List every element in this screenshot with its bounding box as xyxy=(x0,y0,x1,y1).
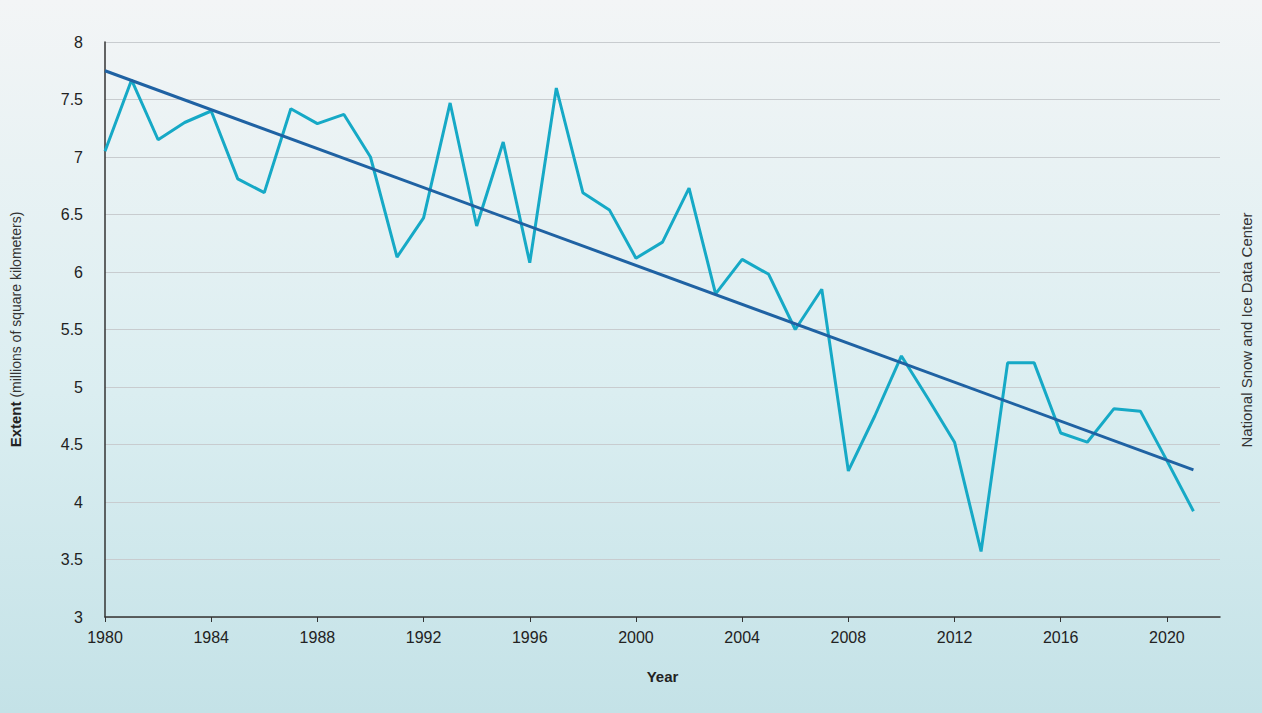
svg-text:8: 8 xyxy=(74,34,83,51)
svg-text:2012: 2012 xyxy=(937,629,973,646)
svg-text:6.5: 6.5 xyxy=(61,206,83,223)
svg-text:4.5: 4.5 xyxy=(61,436,83,453)
svg-text:1984: 1984 xyxy=(193,629,229,646)
svg-text:2000: 2000 xyxy=(618,629,654,646)
svg-text:(millions of square kilometers: (millions of square kilometers) xyxy=(8,212,24,402)
svg-text:7: 7 xyxy=(74,149,83,166)
svg-text:7.5: 7.5 xyxy=(61,91,83,108)
svg-text:2004: 2004 xyxy=(724,629,760,646)
svg-text:National Snow and Ice Data Cen: National Snow and Ice Data Center xyxy=(1238,212,1255,447)
svg-text:1992: 1992 xyxy=(406,629,442,646)
svg-text:1988: 1988 xyxy=(300,629,336,646)
svg-text:5.5: 5.5 xyxy=(61,321,83,338)
svg-text:Extent: Extent xyxy=(7,401,24,447)
svg-text:2008: 2008 xyxy=(831,629,867,646)
svg-text:1996: 1996 xyxy=(512,629,548,646)
svg-text:Year: Year xyxy=(647,668,679,685)
svg-text:4: 4 xyxy=(74,494,83,511)
svg-text:2020: 2020 xyxy=(1149,629,1185,646)
svg-text:1980: 1980 xyxy=(87,629,123,646)
svg-text:5: 5 xyxy=(74,379,83,396)
svg-text:6: 6 xyxy=(74,264,83,281)
svg-text:3.5: 3.5 xyxy=(61,551,83,568)
svg-text:2016: 2016 xyxy=(1043,629,1079,646)
svg-text:3: 3 xyxy=(74,609,83,626)
